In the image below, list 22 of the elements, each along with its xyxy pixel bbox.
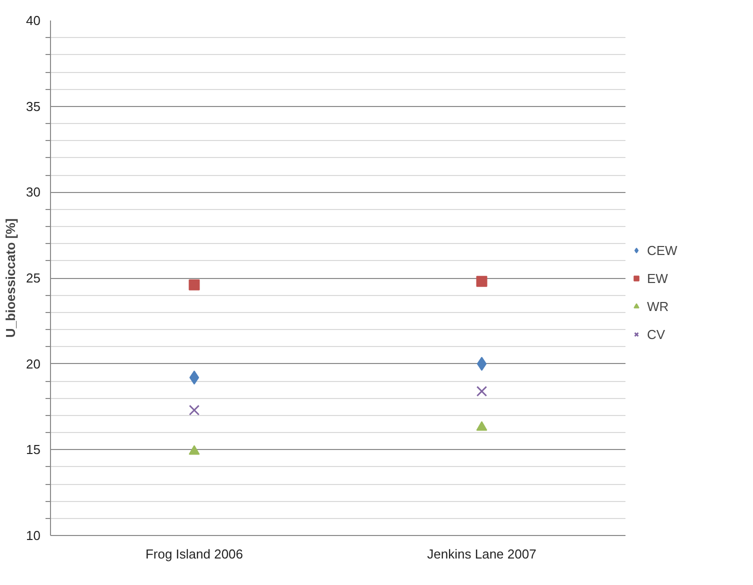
- point: [189, 370, 200, 385]
- x-tick-label: Frog Island 2006: [145, 546, 244, 562]
- point: [476, 421, 488, 431]
- point: [476, 276, 488, 287]
- y-tick-label: 15: [26, 442, 41, 458]
- point: [476, 386, 488, 397]
- point: [476, 356, 487, 371]
- y-tick-label: 35: [26, 98, 41, 114]
- point: [188, 445, 200, 455]
- y-tick-label: 25: [26, 270, 41, 286]
- y-tick-label: 20: [26, 356, 41, 372]
- legend-label: EW: [647, 270, 668, 286]
- legend-label: WR: [647, 298, 669, 314]
- point: [188, 404, 200, 416]
- legend-label: CEW: [647, 242, 678, 258]
- y-tick-label: 30: [26, 184, 41, 200]
- y-tick-label: 40: [26, 13, 41, 28]
- y-tick-label: 10: [26, 528, 41, 543]
- point: [188, 279, 200, 290]
- x-tick-label: Jenkins Lane 2007: [427, 546, 536, 562]
- legend-label: CV: [647, 326, 666, 342]
- y-axis-title: U_bioessiccato [%]: [3, 218, 18, 338]
